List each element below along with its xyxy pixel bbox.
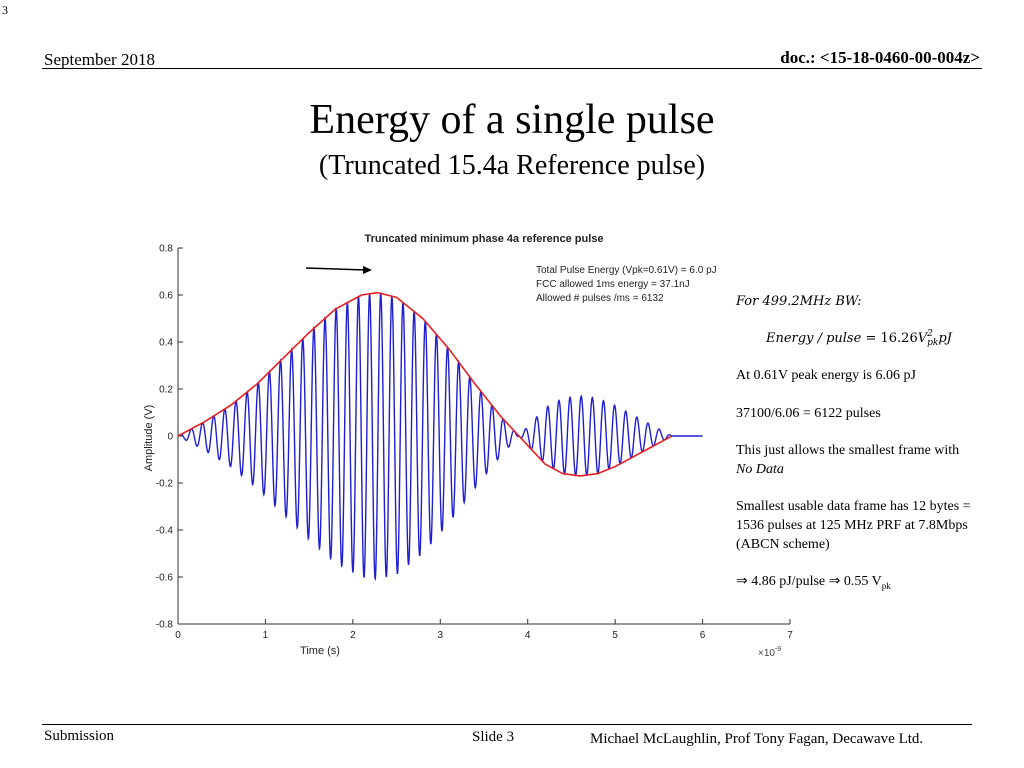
x-tick-label: 0 bbox=[175, 630, 181, 641]
envelope-line bbox=[177, 291, 673, 477]
slide-subtitle: (Truncated 15.4a Reference pulse) bbox=[318, 150, 706, 181]
x-exponent-label: ×10-9 bbox=[758, 646, 781, 659]
no-data-emphasis: No Data bbox=[736, 462, 784, 477]
formula-unit: pJ bbox=[938, 331, 952, 346]
formula-lhs: Energy / pulse bbox=[766, 331, 862, 346]
y-tick-label: 0.8 bbox=[159, 244, 173, 255]
pulse-chart: Truncated minimum phase 4a reference pul… bbox=[140, 226, 800, 666]
header-date: September 2018 bbox=[44, 50, 155, 69]
x-tick-label: 4 bbox=[525, 630, 531, 641]
x-tick-label: 2 bbox=[350, 630, 356, 641]
header-rule bbox=[42, 68, 982, 69]
implies-icon: ⇒ bbox=[736, 574, 748, 589]
peak-arrow bbox=[305, 266, 372, 274]
formula-var: V bbox=[917, 331, 928, 346]
x-axis-label: Time (s) bbox=[300, 645, 340, 657]
bw-line: For 499.2MHz BW: bbox=[736, 294, 862, 309]
annotation-fcc: FCC allowed 1ms energy = 37.1nJ bbox=[536, 279, 690, 290]
footer-rule bbox=[42, 724, 972, 725]
chart-series bbox=[177, 291, 703, 581]
y-tick-label: -0.2 bbox=[156, 479, 174, 490]
y-tick-label: 0.2 bbox=[159, 385, 173, 396]
annotation-energy: Total Pulse Energy (Vpk=0.61V) = 6.0 pJ bbox=[536, 265, 717, 276]
peak-energy-text: At 0.61V peak energy is 6.06 pJ bbox=[736, 368, 916, 383]
notes-panel: For 499.2MHz BW: Energy / pulse = 16.26V… bbox=[736, 292, 998, 596]
y-tick-label: 0.6 bbox=[159, 291, 173, 302]
frame-text: This just allows the smallest frame with… bbox=[736, 443, 960, 477]
implies-icon: ⇒ bbox=[828, 574, 841, 589]
formula-sub: pk bbox=[927, 337, 939, 348]
slide-title: Energy of a single pulse bbox=[309, 97, 715, 143]
footer-slide-number: Slide 3 bbox=[472, 729, 515, 745]
formula-sup: 2 bbox=[927, 328, 933, 339]
y-tick-label: -0.6 bbox=[156, 573, 174, 584]
y-tick-label: 0.4 bbox=[159, 338, 173, 349]
x-tick-label: 5 bbox=[612, 630, 618, 641]
pulses-calc-text: 37100/6.06 = 6122 pulses bbox=[736, 406, 881, 421]
page-number: 3 bbox=[2, 3, 8, 17]
header-doc-id: doc.: <15-18-0460-00-004z> bbox=[780, 48, 980, 67]
y-tick-label: 0 bbox=[167, 432, 173, 443]
footer-authors: Michael McLaughlin, Prof Tony Fagan, Dec… bbox=[590, 731, 924, 747]
energy-formula: Energy / pulse = 16.26V 2 pk pJ bbox=[766, 329, 998, 348]
y-tick-label: -0.4 bbox=[156, 526, 174, 537]
x-tick-label: 3 bbox=[438, 630, 444, 641]
y-tick-label: -0.8 bbox=[156, 620, 174, 631]
y-axis-label: Amplitude (V) bbox=[143, 405, 155, 472]
x-tick-label: 1 bbox=[263, 630, 269, 641]
formula-eq: = bbox=[865, 331, 877, 346]
chart-title: Truncated minimum phase 4a reference pul… bbox=[364, 233, 603, 245]
annotation-box: Total Pulse Energy (Vpk=0.61V) = 6.0 pJ … bbox=[536, 265, 717, 304]
x-tick-label: 7 bbox=[787, 630, 793, 641]
annotation-pulses: Allowed # pulses /ms = 6132 bbox=[536, 293, 664, 304]
result-text: ⇒ 4.86 pJ/pulse ⇒ 0.55 Vpk bbox=[736, 574, 891, 591]
footer-submission: Submission bbox=[44, 728, 115, 744]
usable-frame-text: Smallest usable data frame has 12 bytes … bbox=[736, 499, 971, 552]
formula-coef: 16.26 bbox=[880, 331, 918, 346]
x-tick-label: 6 bbox=[700, 630, 706, 641]
